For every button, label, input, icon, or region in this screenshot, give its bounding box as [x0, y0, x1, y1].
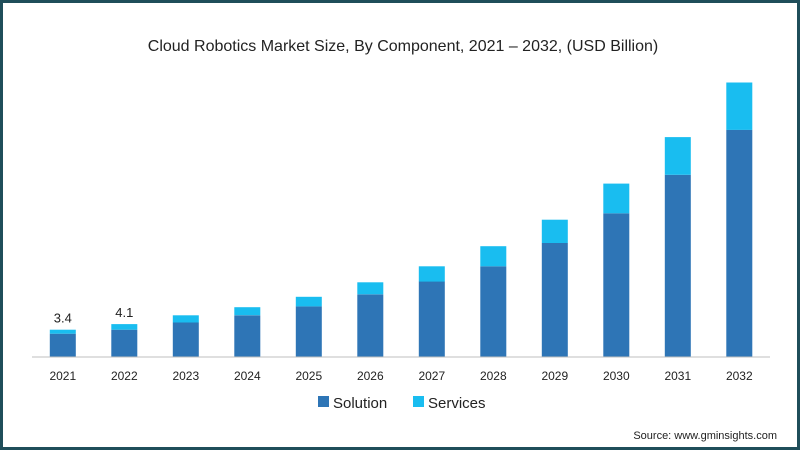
x-tick-label-2030: 2030 — [603, 369, 630, 383]
x-tick-label-2028: 2028 — [480, 369, 507, 383]
bar-solution-2021 — [49, 333, 76, 357]
bar-services-2030 — [603, 183, 630, 214]
x-tick-label-2027: 2027 — [418, 369, 445, 383]
bar-services-2027 — [418, 266, 445, 282]
bar-services-2024 — [234, 307, 261, 316]
legend-swatch-services — [413, 396, 424, 407]
bar-services-2025 — [295, 296, 322, 307]
bar-services-2023 — [172, 315, 199, 323]
x-tick-label-2022: 2022 — [111, 369, 138, 383]
bar-solution-2027 — [418, 281, 445, 357]
bar-solution-2032 — [726, 129, 753, 357]
bar-solution-2028 — [480, 266, 507, 357]
data-label-2021: 3.4 — [54, 311, 72, 326]
bar-solution-2029 — [541, 243, 568, 357]
legend: Solution Services — [318, 395, 486, 412]
bar-solution-2025 — [295, 306, 322, 357]
x-tick-label-2025: 2025 — [295, 369, 322, 383]
bar-services-2026 — [357, 282, 384, 295]
bar-services-2022 — [111, 324, 138, 330]
data-label-2022: 4.1 — [115, 305, 133, 320]
bar-services-2028 — [480, 246, 507, 267]
bar-solution-2030 — [603, 213, 630, 357]
source-note: Source: www.gminsights.com — [633, 430, 777, 442]
x-tick-label-2024: 2024 — [234, 369, 261, 383]
x-tick-label-2023: 2023 — [172, 369, 199, 383]
bar-solution-2022 — [111, 329, 138, 357]
legend-label-solution: Solution — [333, 395, 387, 412]
legend-swatch-solution — [318, 396, 329, 407]
bar-solution-2026 — [357, 294, 384, 357]
x-tick-label-2026: 2026 — [357, 369, 384, 383]
chart-title: Cloud Robotics Market Size, By Component… — [147, 38, 659, 55]
bar-services-2021 — [49, 329, 76, 334]
x-tick-label-2029: 2029 — [541, 369, 568, 383]
x-tick-label-2021: 2021 — [49, 369, 76, 383]
x-tick-label-2032: 2032 — [726, 369, 753, 383]
data-labels: 3.4 4.1 — [54, 305, 134, 326]
bar-services-2029 — [541, 219, 568, 243]
bar-services-2032 — [726, 82, 753, 130]
bars-group — [49, 82, 753, 357]
bar-solution-2031 — [664, 174, 691, 357]
x-tick-label-2031: 2031 — [664, 369, 691, 383]
x-tick-labels: 2021 2022 2023 2024 2025 2026 2027 2028 2029 2030… — [49, 369, 753, 383]
bar-solution-2024 — [234, 315, 261, 357]
legend-label-services: Services — [428, 395, 486, 412]
bar-services-2031 — [664, 137, 691, 175]
bar-solution-2023 — [172, 322, 199, 357]
